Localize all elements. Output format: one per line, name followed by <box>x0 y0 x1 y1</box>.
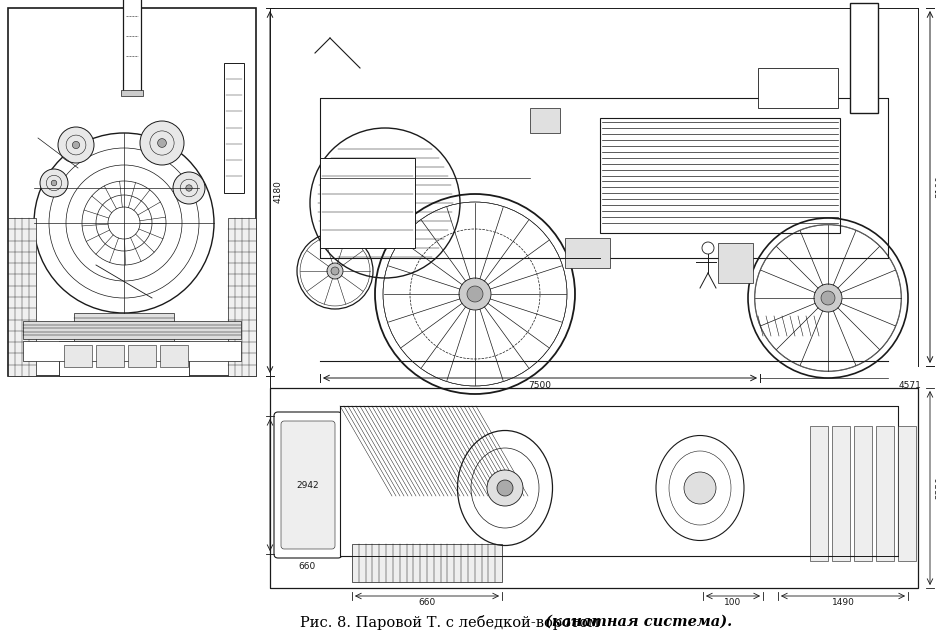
Bar <box>121 90 143 96</box>
Text: Рис. 8. Паровой Т. с лебедкой-воротом: Рис. 8. Паровой Т. с лебедкой-воротом <box>300 614 604 630</box>
Bar <box>23 321 241 339</box>
Bar <box>898 426 916 561</box>
Bar <box>123 0 141 93</box>
Circle shape <box>34 133 214 313</box>
Text: 660: 660 <box>418 598 435 607</box>
Bar <box>758 68 838 108</box>
Circle shape <box>459 278 491 310</box>
Circle shape <box>702 242 714 254</box>
Bar <box>530 108 560 133</box>
Circle shape <box>40 169 68 197</box>
Circle shape <box>173 172 205 204</box>
Bar <box>64 345 92 367</box>
Text: 3100: 3100 <box>935 175 936 198</box>
Bar <box>59 341 189 376</box>
Circle shape <box>157 138 167 147</box>
Bar <box>832 426 850 561</box>
Bar <box>850 3 878 113</box>
Bar <box>600 118 840 233</box>
Bar <box>876 426 894 561</box>
Bar <box>810 426 828 561</box>
Text: 4571: 4571 <box>899 381 921 390</box>
Text: 2350: 2350 <box>935 477 936 500</box>
Bar <box>128 345 156 367</box>
Text: (канатная система).: (канатная система). <box>545 615 732 629</box>
Bar <box>23 341 241 361</box>
Circle shape <box>72 142 80 149</box>
Text: 2942: 2942 <box>297 480 319 489</box>
Bar <box>160 345 188 367</box>
Circle shape <box>487 470 523 506</box>
Bar <box>270 388 918 588</box>
Bar <box>320 98 888 258</box>
Bar <box>224 63 244 193</box>
Text: 4180: 4180 <box>274 181 283 204</box>
Circle shape <box>327 263 343 279</box>
Circle shape <box>331 267 339 275</box>
Bar <box>854 426 872 561</box>
Circle shape <box>375 193 395 213</box>
Circle shape <box>821 291 835 305</box>
Circle shape <box>684 472 716 504</box>
Bar <box>340 406 898 556</box>
Circle shape <box>363 181 407 225</box>
Text: 1490: 1490 <box>831 598 855 607</box>
Text: 7500: 7500 <box>529 381 551 390</box>
Circle shape <box>814 284 842 312</box>
Circle shape <box>186 185 192 191</box>
Circle shape <box>58 127 94 163</box>
FancyBboxPatch shape <box>281 421 335 549</box>
Text: 100: 100 <box>724 598 741 607</box>
Bar <box>352 544 502 582</box>
Bar <box>320 158 415 248</box>
Bar <box>565 238 610 268</box>
Bar <box>96 345 124 367</box>
Circle shape <box>140 121 184 165</box>
Bar <box>228 218 256 376</box>
Bar <box>74 313 174 341</box>
Circle shape <box>497 480 513 496</box>
FancyBboxPatch shape <box>274 412 342 558</box>
Text: 660: 660 <box>299 562 315 571</box>
Bar <box>270 8 918 366</box>
Circle shape <box>51 180 57 186</box>
Bar <box>8 218 36 376</box>
Bar <box>718 243 753 283</box>
Bar <box>8 8 256 376</box>
Circle shape <box>467 286 483 302</box>
